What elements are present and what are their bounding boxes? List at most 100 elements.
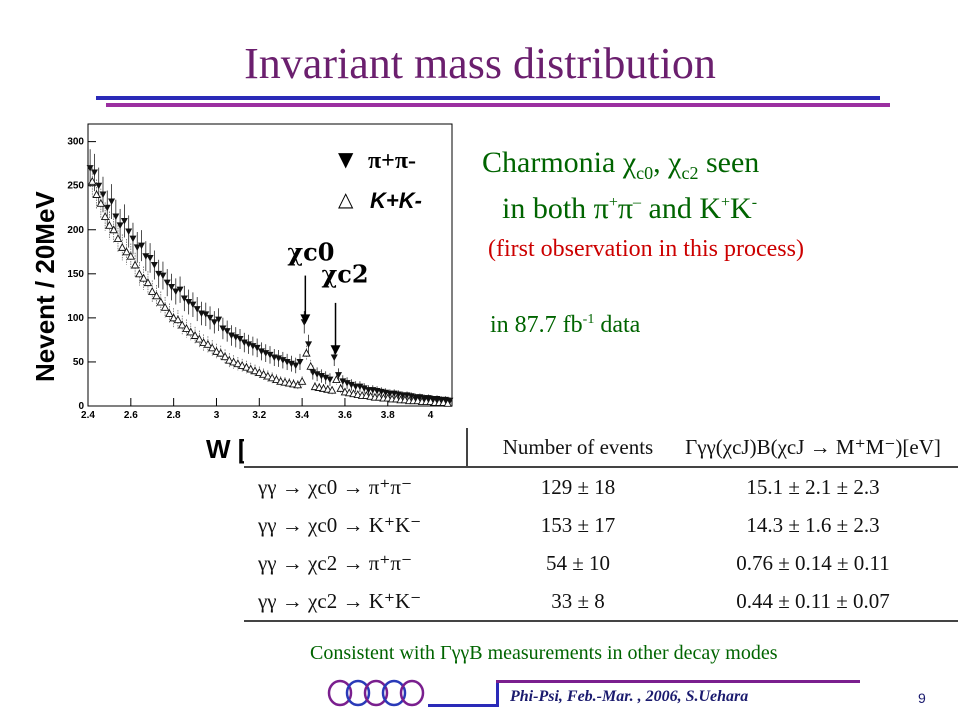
kk-point (255, 368, 264, 376)
kk-point (109, 225, 118, 234)
x-tick-label: 3 (214, 410, 220, 421)
pipi-point (240, 339, 248, 347)
annotation-chi-c0: χc0 (287, 238, 334, 267)
pipi-point (146, 254, 154, 262)
table-header-events: Number of events (502, 434, 654, 459)
kk-point (443, 398, 452, 407)
x-tick-label: 2.6 (124, 410, 138, 421)
first-observation-note: (first observation in this process) (488, 236, 804, 262)
title-underline-purple (106, 103, 890, 107)
pipi-point (86, 165, 94, 172)
pipi-point (206, 314, 214, 322)
pipi-point (347, 381, 355, 389)
kk-point (233, 359, 243, 368)
kk-point (177, 320, 187, 329)
y-tick-label: 200 (67, 225, 84, 236)
legend-symbol-pipi: ▼ (338, 147, 354, 171)
table-cell-width: 15.1 ± 2.1 ± 2.3 (746, 474, 880, 499)
pipi-point (266, 351, 274, 359)
pipi-point (185, 299, 193, 306)
kk-point (147, 286, 157, 295)
table-row: γγ → χc0 → K⁺K⁻ 153 ± 17 14.3 ± 1.6 ± 2.… (244, 506, 958, 544)
pipi-point (309, 369, 317, 377)
kk-point (297, 376, 307, 385)
kk-point (220, 352, 230, 361)
kk-point (327, 385, 337, 394)
pipi-point (223, 328, 231, 335)
kk-point (190, 331, 200, 339)
table-header-process (244, 428, 488, 467)
arrow-chi-c2-head (330, 345, 341, 355)
arrow-chi-c0-head (300, 314, 311, 325)
pipi-point (253, 344, 261, 352)
pipi-point (172, 288, 180, 295)
pipi-point (142, 253, 150, 260)
kk-point (182, 324, 191, 332)
pipi-point (95, 182, 103, 190)
pipi-point (125, 228, 133, 236)
title-underline-blue (96, 96, 880, 100)
pipi-point (283, 358, 291, 366)
pipi-point (112, 213, 120, 221)
slide-title: Invariant mass distribution (244, 39, 716, 88)
table-cell-width: 0.44 ± 0.11 ± 0.07 (736, 588, 890, 613)
pipi-point (257, 348, 265, 355)
x-tick-label: 3.6 (338, 410, 352, 421)
y-tick-label: 0 (78, 401, 84, 412)
pipi-point (103, 204, 111, 212)
x-tick-label: 4 (428, 410, 434, 421)
kk-point (229, 357, 238, 366)
pipi-point (313, 371, 321, 378)
kk-point (302, 348, 311, 357)
annotation-chi-c2: χc2 (322, 260, 369, 289)
table-cell-width: 14.3 ± 1.6 ± 2.3 (746, 512, 880, 537)
pipi-point (262, 350, 270, 357)
pipi-point (317, 373, 325, 380)
y-tick-label: 150 (67, 269, 84, 280)
kk-point (263, 371, 273, 380)
pipi-point (275, 355, 283, 362)
kk-point (100, 212, 110, 220)
table-left-rule (466, 428, 468, 468)
kk-point (96, 198, 106, 207)
pipi-point (120, 217, 128, 225)
kk-point (88, 176, 97, 185)
kk-point (165, 309, 174, 317)
y-tick-label: 300 (67, 137, 84, 148)
kk-point (212, 346, 221, 355)
pipi-point (227, 332, 235, 339)
kk-point (113, 234, 123, 243)
pipi-point (326, 376, 334, 384)
pipi-point (90, 169, 98, 176)
footer-rule-left (428, 704, 498, 707)
pipi-point (356, 383, 364, 391)
pipi-point (339, 378, 347, 385)
pipi-point (150, 262, 158, 269)
pipi-point (249, 343, 257, 350)
x-tick-label: 3.4 (295, 410, 309, 421)
kk-point (92, 190, 101, 198)
kk-point (186, 327, 196, 336)
kk-point (250, 366, 260, 375)
pipi-point (215, 316, 223, 324)
pipi-point (138, 242, 146, 250)
table-cell-events: 33 ± 8 (551, 588, 605, 613)
kk-point (332, 375, 341, 384)
pipi-point (180, 295, 188, 302)
x-tick-label: 3.2 (252, 410, 266, 421)
kk-point (173, 315, 183, 324)
page-number: 9 (918, 690, 926, 706)
kk-point (246, 364, 255, 373)
pipi-point (163, 279, 171, 287)
plot-frame (87, 123, 453, 407)
table-cell-events: 153 ± 17 (540, 512, 616, 537)
kk-point (122, 247, 131, 256)
y-axis-label: Nevent / 20MeV (30, 191, 60, 382)
kk-point (336, 383, 345, 392)
pipi-point (155, 270, 163, 278)
pipi-point (176, 286, 184, 294)
footer-rule-top (496, 680, 860, 683)
pipi-point (232, 334, 240, 341)
pipi-point (322, 374, 330, 382)
kk-point (199, 338, 208, 346)
